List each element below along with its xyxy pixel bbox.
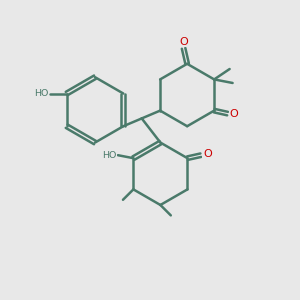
Text: O: O xyxy=(179,37,188,47)
Text: HO: HO xyxy=(102,151,116,160)
Text: O: O xyxy=(203,149,212,159)
Text: O: O xyxy=(230,109,239,118)
Text: HO: HO xyxy=(34,89,49,98)
